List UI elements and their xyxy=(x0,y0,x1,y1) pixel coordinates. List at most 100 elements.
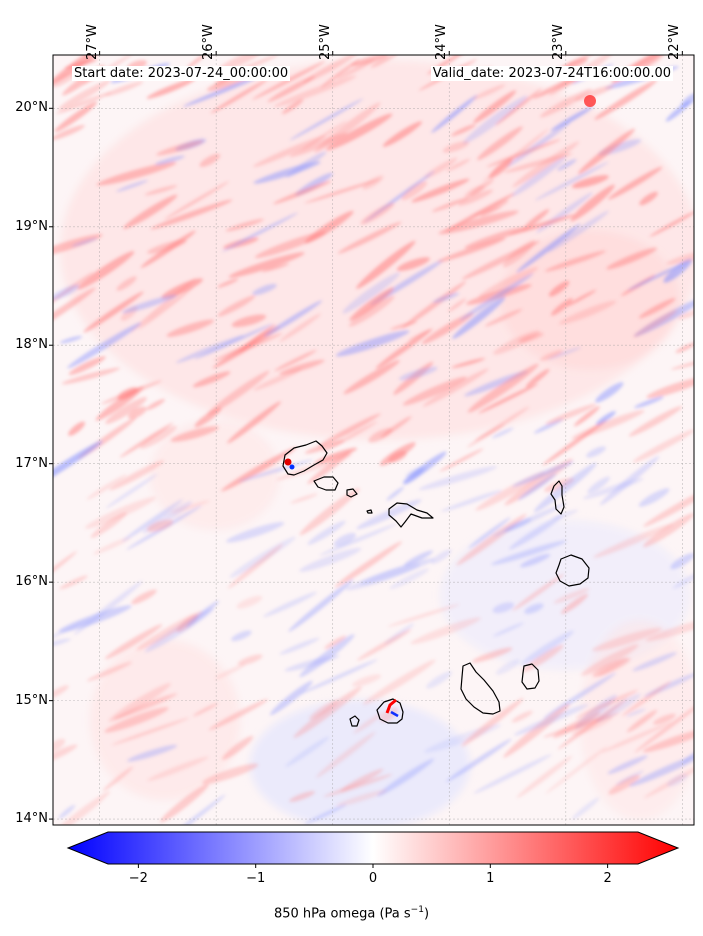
omega-streak xyxy=(202,763,259,785)
omega-streak xyxy=(53,738,66,753)
omega-streak xyxy=(548,280,570,297)
lat-label: 20°N xyxy=(15,100,48,116)
valid-date-label: Valid_date: 2023-07-24T16:00:00.00 xyxy=(430,66,673,81)
omega-streak xyxy=(545,403,597,425)
omega-streak xyxy=(606,247,658,270)
omega-streak xyxy=(520,630,574,665)
omega-streak xyxy=(484,308,523,327)
omega-streak xyxy=(461,697,524,747)
omega-streak xyxy=(231,314,267,328)
omega-streak xyxy=(104,81,144,97)
omega-streak xyxy=(509,514,563,550)
lat-label: 17°N xyxy=(15,455,48,471)
omega-streak xyxy=(96,161,177,186)
omega-streak xyxy=(104,624,163,660)
omega-streak xyxy=(349,295,395,327)
omega-streak xyxy=(73,580,143,635)
omega-streak xyxy=(146,398,165,411)
colorbar-label-exponent: −1 xyxy=(410,905,424,915)
omega-streak xyxy=(666,248,694,265)
omega-streak xyxy=(511,710,533,723)
omega-streak xyxy=(222,735,254,760)
omega-streak xyxy=(217,295,256,317)
omega-streak xyxy=(221,447,297,492)
omega-streak xyxy=(144,185,178,196)
omega-streak xyxy=(58,804,76,819)
omega-streak xyxy=(643,485,694,527)
omega-streak xyxy=(164,181,229,220)
omega-streak xyxy=(512,141,580,188)
omega-streak xyxy=(53,685,69,700)
omega-streak xyxy=(442,141,470,153)
omega-streak xyxy=(307,450,352,485)
omega-streak xyxy=(431,95,478,133)
omega-streak xyxy=(131,589,157,605)
omega-streak xyxy=(524,603,544,614)
omega-streak xyxy=(504,153,573,173)
omega-streak xyxy=(168,794,226,825)
omega-streak xyxy=(401,181,428,201)
omega-streak xyxy=(643,513,694,548)
island-santiago xyxy=(460,662,501,715)
omega-streak xyxy=(356,240,416,289)
omega-streak xyxy=(522,209,550,231)
omega-streak xyxy=(600,721,672,753)
omega-streak xyxy=(632,652,677,672)
lat-label: 15°N xyxy=(15,692,48,708)
omega-streak xyxy=(467,406,530,448)
omega-streak xyxy=(116,180,149,192)
omega-streak xyxy=(452,296,506,339)
omega-streak xyxy=(147,756,209,781)
omega-streak xyxy=(508,214,576,236)
omega-streak xyxy=(208,698,269,731)
omega-streak xyxy=(673,563,694,589)
omega-streak xyxy=(638,298,676,319)
omega-streak xyxy=(299,547,362,572)
omega-streak xyxy=(236,595,263,609)
omega-streak xyxy=(317,413,381,447)
omega-streak xyxy=(552,509,579,520)
colorbar-label: 850 hPa omega (Pa s−1) xyxy=(0,905,703,921)
colorbar-tick-label: 2 xyxy=(603,871,612,886)
omega-streak xyxy=(680,92,694,108)
omega-streak xyxy=(547,347,582,360)
omega-streak xyxy=(87,661,132,682)
omega-streak xyxy=(309,699,339,720)
omega-streak xyxy=(459,273,534,321)
omega-streak xyxy=(518,473,557,501)
omega-streak xyxy=(53,287,96,335)
omega-streak xyxy=(513,704,589,736)
omega-streak xyxy=(553,588,590,604)
omega-streak xyxy=(53,284,80,301)
omega-streak xyxy=(147,519,174,532)
omega-streak xyxy=(438,210,519,235)
lon-label: 26°W xyxy=(201,24,217,60)
omega-streak xyxy=(217,278,239,288)
island-maio xyxy=(521,663,540,690)
omega-streak xyxy=(261,263,290,272)
omega-streak xyxy=(360,202,395,225)
omega-streak xyxy=(587,476,610,494)
omega-streak xyxy=(253,368,303,391)
omega-streak xyxy=(386,486,405,501)
omega-streak xyxy=(238,324,276,352)
omega-streak xyxy=(85,496,156,529)
omega-streak xyxy=(441,490,502,512)
omega-streak xyxy=(213,333,283,361)
omega-streak xyxy=(146,78,196,99)
omega-streak xyxy=(303,55,359,84)
omega-streak xyxy=(105,397,147,424)
omega-streak xyxy=(176,335,245,363)
omega-streak xyxy=(634,396,664,409)
omega-streak xyxy=(221,212,298,252)
omega-streak xyxy=(186,55,205,69)
omega-streak xyxy=(389,568,430,590)
omega-streak xyxy=(639,191,658,206)
omega-streak xyxy=(571,410,645,440)
omega-streak xyxy=(289,791,316,802)
omega-streak xyxy=(422,368,489,407)
island-brava xyxy=(349,715,360,727)
omega-streak xyxy=(597,658,627,676)
start-date-label: Start date: 2023-07-24_00:00:00 xyxy=(72,66,291,81)
omega-streak xyxy=(102,766,134,792)
